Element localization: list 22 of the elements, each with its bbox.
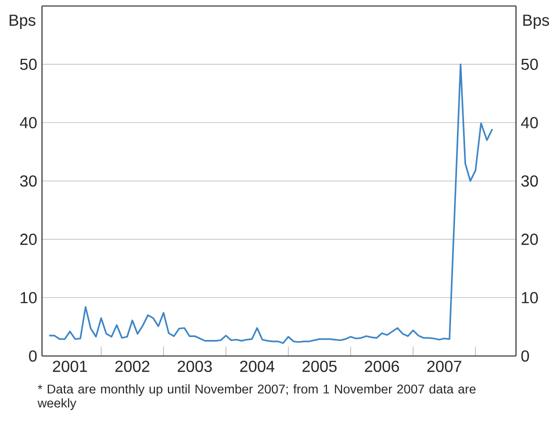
x-tick-label: 2005 bbox=[302, 360, 337, 372]
y-tick-label: 0 bbox=[29, 350, 37, 362]
y-tick-label: 30 bbox=[20, 175, 37, 187]
y2-tick-label: 0 bbox=[521, 350, 529, 362]
y-tick-label: 10 bbox=[20, 292, 37, 304]
y2-tick-label: 30 bbox=[521, 175, 538, 187]
text: * Data are monthly up until November 2007; from 1 November 2007 data are weekly bbox=[38, 384, 476, 410]
y-axis-title: Bps bbox=[10, 14, 36, 30]
y2-tick-label: 20 bbox=[521, 234, 538, 245]
x-tick-label: 2002 bbox=[115, 360, 150, 372]
y-tick-label: 20 bbox=[20, 234, 37, 245]
x-tick-label: 2001 bbox=[52, 360, 87, 372]
x-tick-label: 2003 bbox=[178, 360, 212, 372]
y2-tick-label: 10 bbox=[522, 292, 538, 304]
y2-tick-label: 40 bbox=[521, 117, 538, 128]
x-tick-label: 2006 bbox=[364, 360, 399, 372]
x-tick-label: 2007 bbox=[427, 360, 462, 372]
y-tick-label: 40 bbox=[20, 117, 37, 128]
y2-tick-label: 50 bbox=[521, 58, 538, 70]
x-tick-label: 2004 bbox=[240, 360, 274, 372]
y2-axis-title: Bps bbox=[523, 14, 550, 30]
y-tick-label: 50 bbox=[20, 58, 37, 70]
